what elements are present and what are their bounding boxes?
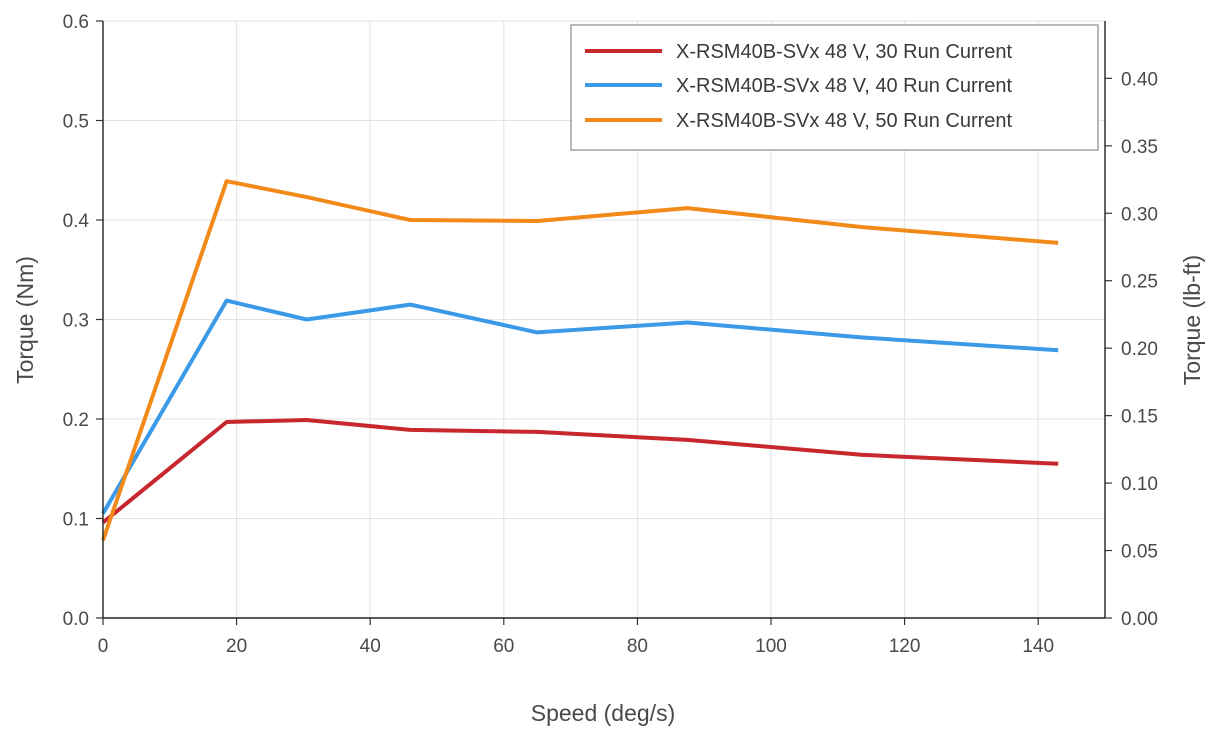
y-tick-label: 0.1 <box>63 510 89 531</box>
legend-entry-50: X-RSM40B-SVx 48 V, 50 Run Current <box>676 110 1013 132</box>
y2-tick-label: 0.35 <box>1121 137 1158 158</box>
y2-tick-label: 0.40 <box>1121 69 1158 90</box>
series-lines <box>101 179 1059 542</box>
x-tick-label: 0 <box>98 636 109 657</box>
y2-tick-label: 0.05 <box>1121 542 1158 563</box>
y-tick-label: 0.3 <box>63 311 89 332</box>
y2-tick-label: 0.00 <box>1121 609 1158 630</box>
x-axis-title: Speed (deg/s) <box>531 700 675 726</box>
y2-tick-label: 0.30 <box>1121 204 1158 225</box>
y2-tick-label: 0.20 <box>1121 339 1158 360</box>
y-axis-title: Torque (Nm) <box>12 256 38 384</box>
x-tick-label: 100 <box>755 636 787 657</box>
y2-tick-label: 0.15 <box>1121 407 1158 428</box>
axes <box>96 20 1112 625</box>
y2-axis-title: Torque (lb-ft) <box>1179 255 1205 385</box>
legend-box <box>570 24 1099 151</box>
series-line-2 <box>101 179 1059 542</box>
x-tick-label: 20 <box>226 636 247 657</box>
x-tick-label: 80 <box>627 636 648 657</box>
y2-tick-label: 0.25 <box>1121 272 1158 293</box>
x-tick-label: 60 <box>493 636 514 657</box>
y-tick-label: 0.6 <box>63 12 89 33</box>
y-tick-label: 0.0 <box>63 609 89 630</box>
legend: X-RSM40B-SVx 48 V, 30 Run Current X-RSM4… <box>570 24 1099 151</box>
y2-tick-label: 0.10 <box>1121 474 1158 495</box>
y-tick-label: 0.5 <box>63 112 89 133</box>
y-tick-label: 0.2 <box>63 410 89 431</box>
series-line-1 <box>101 298 1059 515</box>
x-tick-label: 120 <box>889 636 921 657</box>
y-tick-label: 0.4 <box>63 211 90 232</box>
x-tick-label: 140 <box>1022 636 1054 657</box>
x-tick-label: 40 <box>360 636 381 657</box>
tick-labels: 0 20 40 60 80 100 120 140 0.0 0.1 0.2 0.3 0.4 0.5 0.6 0… <box>63 12 1158 657</box>
legend-entry-40: X-RSM40B-SVx 48 V, 40 Run Current <box>676 75 1013 97</box>
legend-entry-30: X-RSM40B-SVx 48 V, 30 Run Current <box>676 41 1013 63</box>
series-line-0 <box>101 418 1059 525</box>
